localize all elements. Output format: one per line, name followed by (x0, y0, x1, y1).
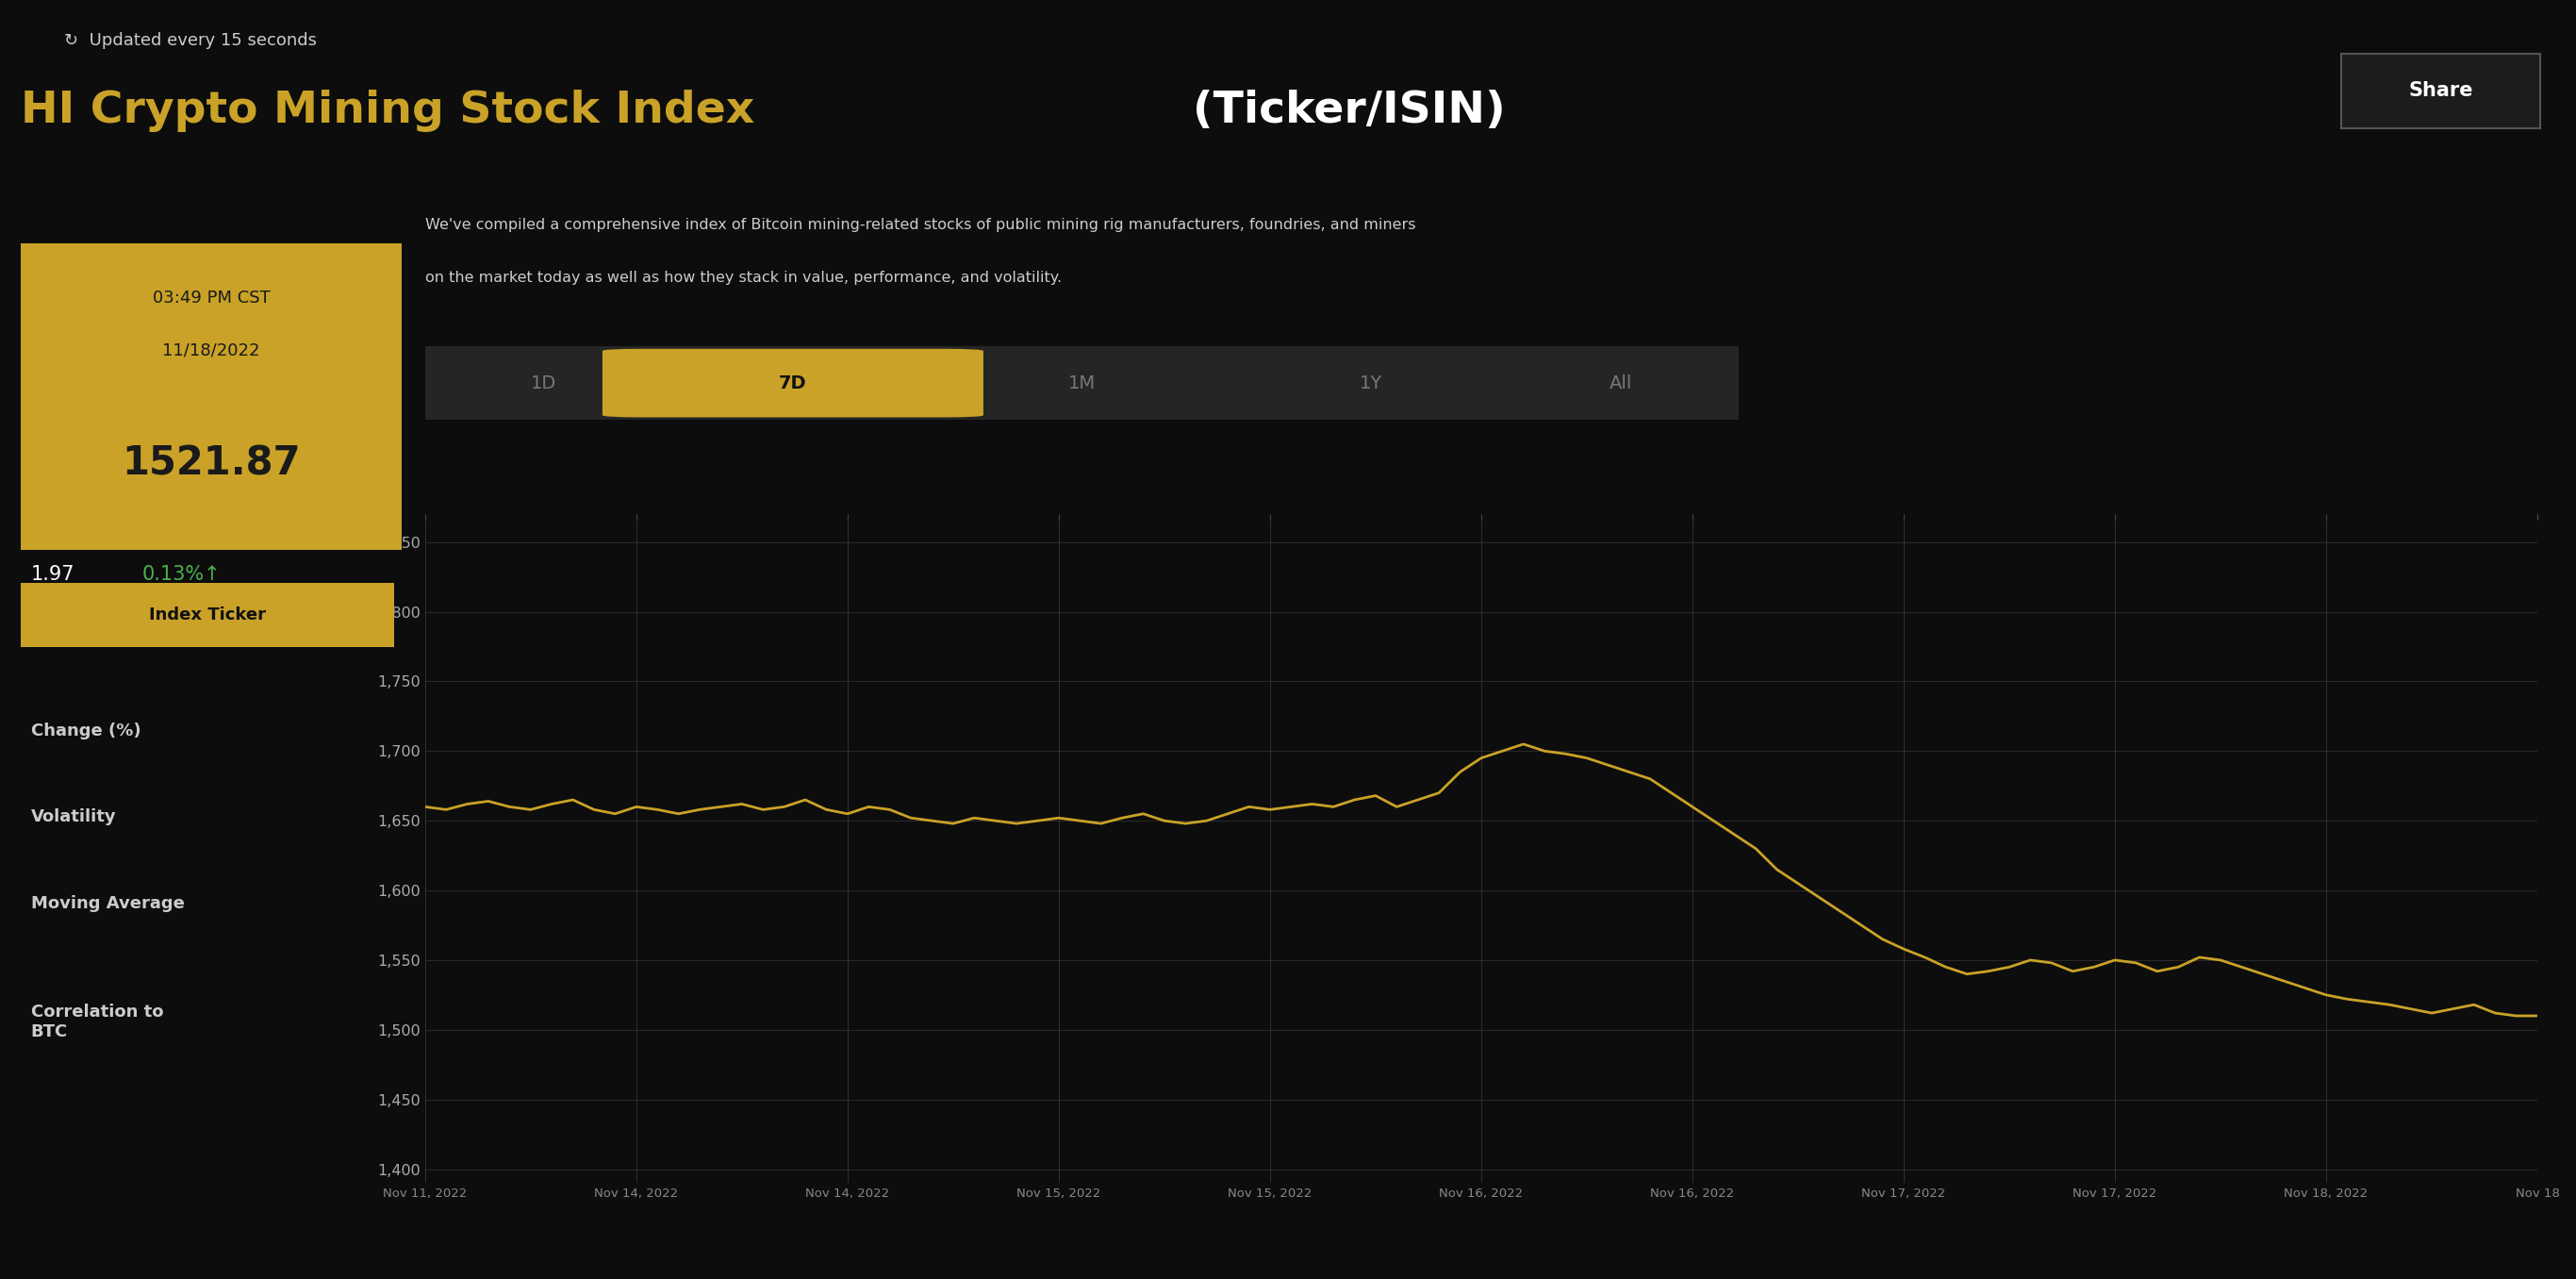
Text: ↻  Updated every 15 seconds: ↻ Updated every 15 seconds (64, 32, 317, 49)
Text: Correlation to
BTC: Correlation to BTC (31, 1004, 162, 1041)
Text: 1521.87: 1521.87 (121, 444, 301, 483)
Text: HI Crypto Mining Stock Index: HI Crypto Mining Stock Index (21, 90, 770, 132)
Text: Share: Share (2409, 82, 2473, 100)
Text: 1M: 1M (1069, 373, 1095, 393)
FancyBboxPatch shape (603, 349, 984, 417)
Text: 7D: 7D (778, 373, 806, 393)
FancyBboxPatch shape (425, 347, 1739, 420)
Text: (Ticker/ISIN): (Ticker/ISIN) (1193, 90, 1504, 132)
Text: 1.97: 1.97 (31, 565, 75, 585)
Text: 11/18/2022: 11/18/2022 (162, 341, 260, 359)
Text: Change (%): Change (%) (31, 723, 142, 739)
Text: 03:49 PM CST: 03:49 PM CST (152, 290, 270, 307)
Text: Moving Average: Moving Average (31, 895, 185, 912)
Text: All: All (1610, 373, 1633, 393)
Text: on the market today as well as how they stack in value, performance, and volatil: on the market today as well as how they … (425, 271, 1061, 285)
Text: 1Y: 1Y (1360, 373, 1383, 393)
Text: We've compiled a comprehensive index of Bitcoin mining-related stocks of public : We've compiled a comprehensive index of … (425, 217, 1417, 231)
Text: 0.13%↑: 0.13%↑ (142, 565, 222, 585)
Text: Volatility: Volatility (31, 808, 116, 825)
Text: 1D: 1D (531, 373, 556, 393)
Text: Index Ticker: Index Ticker (149, 606, 265, 624)
